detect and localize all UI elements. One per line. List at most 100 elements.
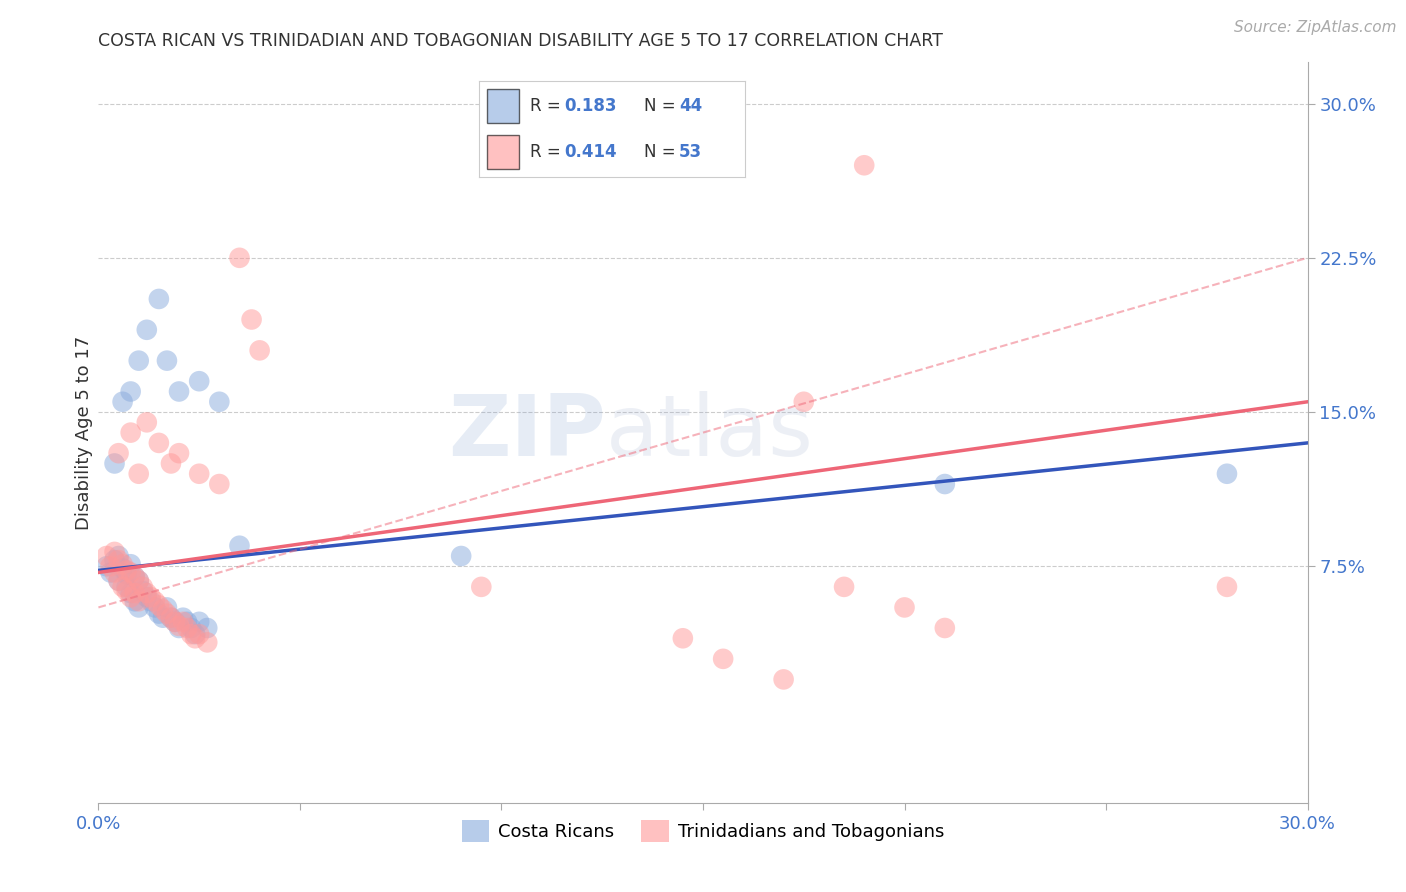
Point: [100, 559, 122, 574]
Legend: Costa Ricans, Trinidadians and Tobagonians: Costa Ricans, Trinidadians and Tobagonia…: [456, 813, 950, 849]
Point: [135, 415, 157, 429]
Point: [156, 600, 179, 615]
Point: [120, 586, 142, 600]
Point: [167, 384, 190, 399]
Point: [934, 477, 956, 491]
Point: [188, 615, 211, 629]
Point: [180, 627, 202, 641]
Point: [115, 563, 138, 577]
Point: [128, 594, 150, 608]
Point: [160, 611, 183, 625]
Point: [115, 580, 138, 594]
Text: COSTA RICAN VS TRINIDADIAN AND TOBAGONIAN DISABILITY AGE 5 TO 17 CORRELATION CHA: COSTA RICAN VS TRINIDADIAN AND TOBAGONIA…: [98, 32, 943, 50]
Point: [111, 580, 134, 594]
Point: [208, 394, 231, 409]
Point: [132, 580, 155, 594]
Point: [96, 549, 118, 563]
Point: [934, 621, 956, 635]
Point: [470, 580, 492, 594]
Point: [148, 292, 170, 306]
Point: [128, 574, 150, 588]
Point: [128, 467, 150, 481]
Point: [195, 635, 218, 649]
Point: [135, 323, 157, 337]
Point: [139, 594, 162, 608]
Point: [1216, 580, 1239, 594]
Point: [124, 569, 146, 583]
Point: [120, 425, 142, 440]
Point: [111, 394, 134, 409]
Point: [103, 545, 125, 559]
Point: [208, 477, 231, 491]
Point: [111, 561, 134, 575]
Point: [128, 353, 150, 368]
Point: [156, 607, 179, 621]
Point: [124, 569, 146, 583]
Point: [111, 558, 134, 572]
Point: [115, 584, 138, 599]
Point: [139, 590, 162, 604]
Point: [853, 158, 876, 172]
Point: [167, 446, 190, 460]
Point: [156, 353, 179, 368]
Point: [128, 600, 150, 615]
Point: [124, 594, 146, 608]
Point: [793, 394, 815, 409]
Point: [195, 621, 218, 635]
Point: [96, 559, 118, 574]
Point: [711, 652, 734, 666]
Point: [103, 553, 125, 567]
Point: [240, 312, 263, 326]
Point: [832, 580, 855, 594]
Point: [120, 590, 142, 604]
Point: [188, 627, 211, 641]
Point: [163, 615, 186, 629]
Point: [172, 611, 194, 625]
Point: [184, 627, 207, 641]
Point: [148, 599, 170, 613]
Point: [107, 574, 129, 588]
Point: [103, 566, 125, 580]
Text: Source: ZipAtlas.com: Source: ZipAtlas.com: [1233, 20, 1396, 35]
Point: [143, 600, 166, 615]
Point: [163, 615, 186, 629]
Point: [115, 567, 138, 582]
Point: [148, 436, 170, 450]
Point: [160, 457, 183, 471]
Text: atlas: atlas: [606, 391, 814, 475]
Point: [167, 619, 190, 633]
Point: [135, 586, 157, 600]
Point: [148, 607, 170, 621]
Point: [107, 574, 129, 588]
Point: [120, 558, 142, 572]
Point: [120, 384, 142, 399]
Y-axis label: Disability Age 5 to 17: Disability Age 5 to 17: [75, 335, 93, 530]
Point: [672, 632, 695, 646]
Point: [160, 611, 183, 625]
Point: [188, 467, 211, 481]
Text: ZIP: ZIP: [449, 391, 606, 475]
Point: [103, 457, 125, 471]
Point: [107, 549, 129, 563]
Point: [167, 621, 190, 635]
Point: [120, 566, 142, 580]
Point: [180, 621, 202, 635]
Point: [128, 574, 150, 588]
Point: [184, 632, 207, 646]
Point: [152, 611, 174, 625]
Point: [100, 566, 122, 580]
Point: [143, 594, 166, 608]
Point: [172, 615, 194, 629]
Point: [228, 251, 250, 265]
Point: [132, 584, 155, 599]
Point: [893, 600, 915, 615]
Point: [176, 621, 198, 635]
Point: [152, 602, 174, 616]
Point: [135, 590, 157, 604]
Point: [124, 586, 146, 600]
Point: [450, 549, 472, 563]
Point: [1216, 467, 1239, 481]
Point: [772, 673, 794, 687]
Point: [228, 539, 250, 553]
Point: [107, 553, 129, 567]
